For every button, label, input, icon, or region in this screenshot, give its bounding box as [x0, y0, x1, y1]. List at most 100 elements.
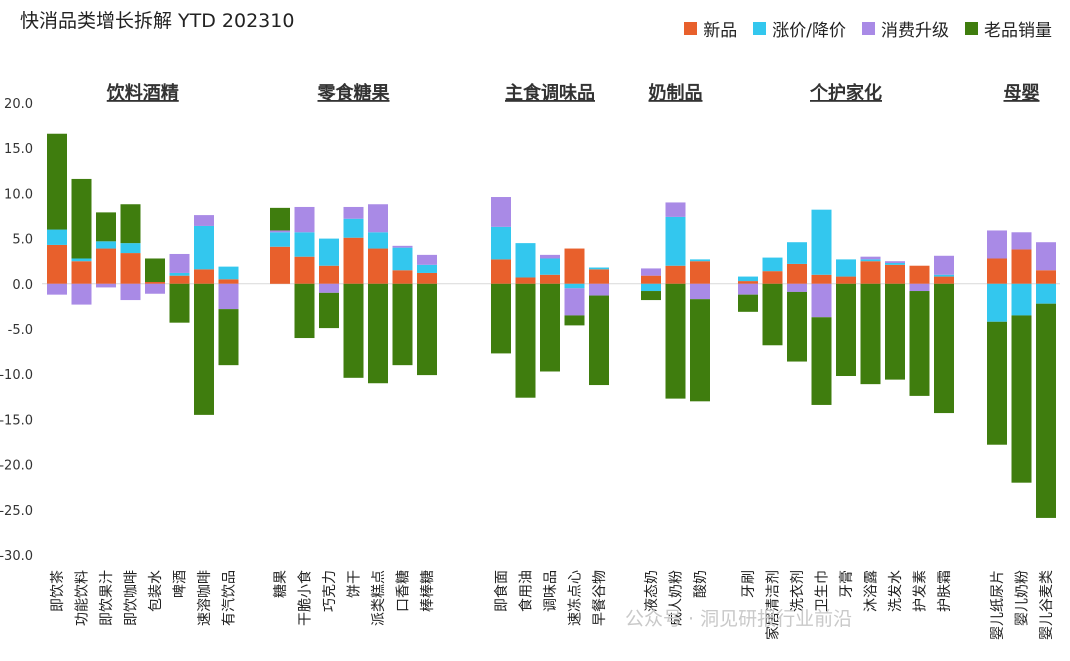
bar-segment-upgrade	[47, 283, 67, 295]
bar-segment-price	[343, 218, 364, 238]
bar-segment-upgrade	[1011, 232, 1032, 250]
bar-segment-price	[762, 257, 783, 272]
bar-segment-upgrade	[811, 283, 832, 318]
bar-segment-upgrade	[1036, 242, 1056, 271]
bar-segment-price	[690, 259, 710, 262]
legend-item-volume: 老品销量	[965, 16, 1052, 41]
bar-segment-price	[96, 241, 116, 249]
bar-segment-new	[145, 281, 165, 284]
category-label: 食用油	[518, 570, 535, 612]
bar-segment-price	[491, 226, 511, 260]
bar-segment-new	[71, 261, 92, 284]
bar-segment-new	[1011, 249, 1032, 284]
bar-segment-new	[690, 261, 710, 284]
bar-segment-new	[885, 264, 905, 284]
bar-segment-price	[540, 258, 560, 275]
bar-segment-price	[641, 283, 661, 292]
bar-segment-upgrade	[641, 268, 661, 276]
bar-segment-upgrade	[665, 202, 686, 217]
bar-segment-price	[564, 283, 585, 289]
bar-segment-new	[787, 263, 807, 284]
group-label: 奶制品	[649, 82, 703, 104]
bar-segment-volume	[294, 283, 315, 339]
y-tick-label: -25.0	[0, 504, 33, 519]
bar-segment-volume	[836, 283, 856, 377]
bar-segment-volume	[787, 291, 807, 362]
bar-segment-price	[589, 267, 609, 270]
bar-segment-new	[120, 253, 141, 284]
bar-segment-new	[909, 265, 930, 284]
bar-segment-new	[811, 274, 832, 284]
y-tick-label: -15.0	[0, 413, 33, 428]
bar-segment-upgrade	[738, 283, 758, 295]
bar-segment-volume	[71, 178, 92, 259]
legend-swatch-price	[753, 22, 767, 35]
bar-segment-upgrade	[270, 230, 290, 233]
bar-segment-upgrade	[491, 197, 511, 227]
bar-segment-volume	[270, 207, 290, 231]
legend-item-price: 涨价/降价	[753, 16, 846, 41]
category-label: 速冻点心	[567, 570, 584, 626]
category-label: 护发素	[913, 570, 929, 612]
bar-segment-new	[1036, 270, 1056, 284]
bar-segment-new	[665, 265, 686, 284]
y-tick-label: 20.0	[4, 97, 33, 112]
category-label: 糖果	[273, 570, 289, 598]
bar-segment-new	[491, 259, 511, 284]
bar-segment-price	[787, 242, 807, 264]
bar-segment-new	[47, 244, 67, 284]
bar-segment-price	[1036, 283, 1056, 304]
category-label: 护肤霜	[937, 570, 953, 612]
category-label: 速溶咖啡	[197, 570, 213, 626]
category-label: 功能饮料	[75, 570, 91, 626]
bar-segment-volume	[738, 294, 758, 312]
legend-label-volume: 老品销量	[984, 21, 1052, 41]
bar-segment-price	[836, 259, 856, 277]
bar-segment-volume	[665, 283, 686, 399]
legend-swatch-volume	[965, 22, 978, 35]
bar-segment-new	[96, 248, 116, 284]
category-label: 饼干	[347, 570, 363, 598]
category-label: 洗衣剂	[790, 570, 806, 612]
bar-segment-upgrade	[417, 254, 437, 265]
bar-segment-upgrade	[71, 283, 92, 305]
bar-segment-volume	[368, 283, 388, 384]
bar-segment-volume	[811, 317, 832, 405]
bar-segment-volume	[934, 283, 954, 414]
bar-segment-volume	[194, 283, 214, 415]
category-label: 牙刷	[741, 570, 757, 598]
bar-segment-new	[589, 269, 609, 284]
legend-item-new: 新品	[684, 16, 737, 41]
bar-segment-price	[120, 243, 141, 254]
bar-segment-new	[392, 270, 413, 284]
bar-segment-price	[270, 232, 290, 247]
bar-segment-new	[762, 271, 783, 284]
bar-segment-new	[564, 248, 585, 284]
bar-segment-price	[71, 258, 92, 262]
y-tick-label: 5.0	[12, 233, 33, 248]
category-label: 口香糖	[396, 570, 412, 612]
bar-segment-upgrade	[343, 206, 364, 219]
category-label: 有汽饮品	[222, 570, 238, 626]
bar-segment-price	[294, 232, 315, 257]
bar-segment-upgrade	[169, 253, 190, 273]
bar-segment-upgrade	[860, 256, 881, 260]
bar-segment-price	[1011, 283, 1032, 316]
bar-segment-new	[738, 281, 758, 284]
bar-segment-new	[417, 272, 437, 284]
bar-segment-volume	[145, 258, 165, 282]
legend-label-upgrade: 消费升级	[881, 21, 949, 41]
legend-swatch-new	[684, 22, 698, 35]
group-label: 主食调味品	[505, 82, 595, 104]
bar-segment-upgrade	[319, 283, 339, 293]
category-label: 洗发水	[888, 570, 904, 612]
bar-segment-new	[860, 261, 881, 284]
category-label: 棒棒糖	[420, 570, 436, 612]
y-tick-label: -30.0	[0, 549, 33, 564]
group-label: 零食糖果	[317, 82, 391, 104]
bar-segment-upgrade	[909, 283, 930, 292]
bar-segment-price	[169, 272, 190, 276]
bar-segment-volume	[169, 283, 190, 323]
category-label: 干脆小食	[297, 570, 314, 626]
bar-segment-price	[392, 247, 413, 271]
